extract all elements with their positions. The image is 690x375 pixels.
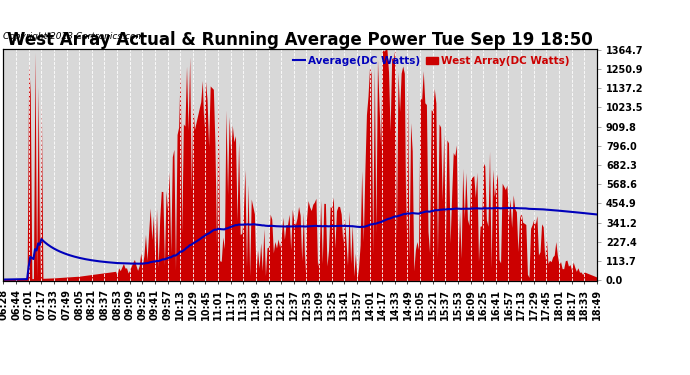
Legend: Average(DC Watts), West Array(DC Watts): Average(DC Watts), West Array(DC Watts) [288,52,574,70]
Text: Copyright 2023 Cartronics.com: Copyright 2023 Cartronics.com [3,32,145,41]
Title: West Array Actual & Running Average Power Tue Sep 19 18:50: West Array Actual & Running Average Powe… [8,31,593,49]
